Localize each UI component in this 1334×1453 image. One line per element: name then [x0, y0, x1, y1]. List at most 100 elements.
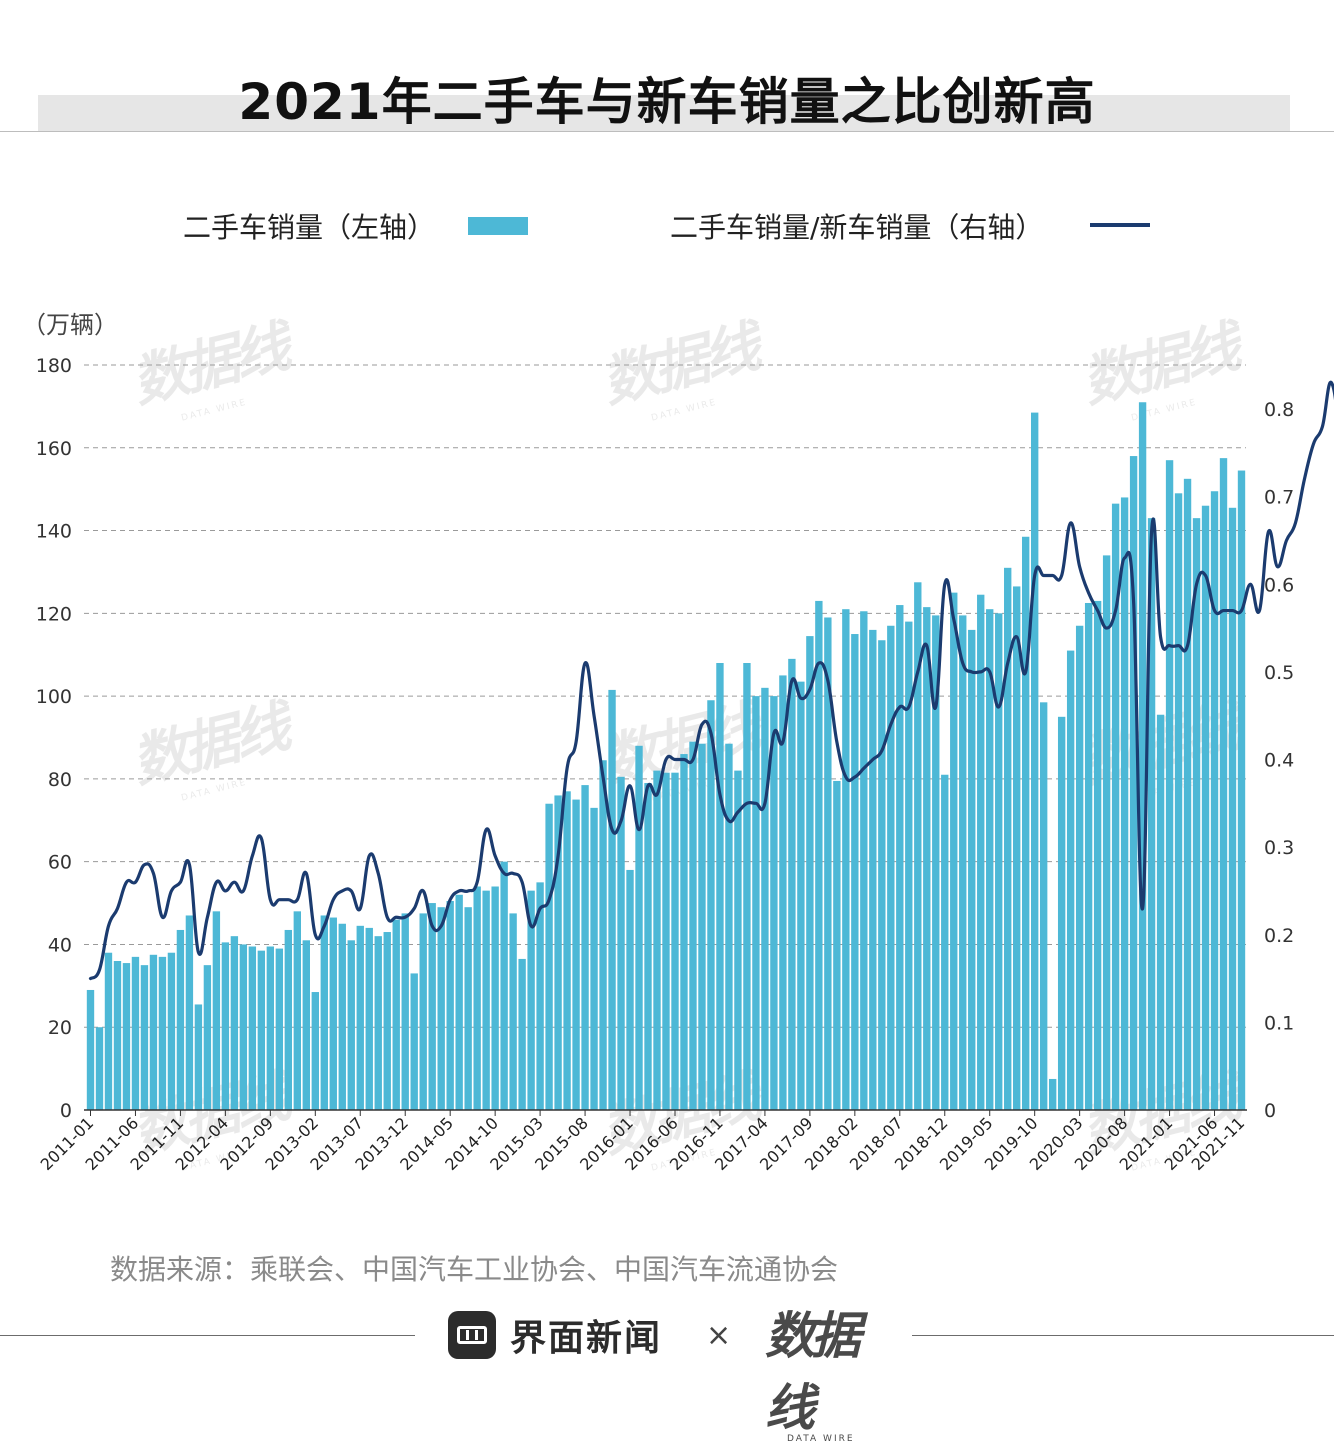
- bar: [113, 961, 122, 1110]
- bar: [428, 903, 436, 1110]
- bar: [221, 942, 230, 1111]
- bar: [833, 780, 841, 1110]
- bar: [914, 582, 922, 1110]
- bar: [743, 663, 751, 1110]
- y-tick-label: 100: [36, 686, 72, 708]
- bar: [338, 923, 346, 1110]
- partner-logo: 数据线 DATA WIRE: [765, 1296, 895, 1444]
- bar: [1228, 507, 1237, 1110]
- y-tick-label: 160: [36, 438, 72, 460]
- bar: [284, 929, 293, 1110]
- title-rule: [0, 131, 1334, 132]
- bar: [356, 925, 364, 1110]
- bar: [185, 915, 194, 1110]
- bar: [662, 772, 670, 1110]
- bar: [617, 776, 625, 1110]
- bar: [176, 929, 185, 1110]
- bar: [1237, 470, 1246, 1110]
- bar: [329, 917, 337, 1110]
- source-note: 数据来源：乘联会、中国汽车工业协会、中国汽车流通协会: [110, 1253, 839, 1286]
- bar: [392, 919, 400, 1110]
- bar: [815, 600, 823, 1110]
- bar: [527, 890, 535, 1110]
- bar: [797, 681, 805, 1111]
- bar: [1093, 600, 1102, 1110]
- bar: [968, 629, 976, 1110]
- y-tick-label: 80: [48, 769, 72, 791]
- bar: [689, 741, 697, 1110]
- bar: [95, 1027, 104, 1110]
- bar: [365, 927, 373, 1110]
- bar: [1048, 1078, 1057, 1110]
- bar: [1183, 478, 1192, 1110]
- bar: [374, 936, 382, 1110]
- bar: [1138, 402, 1147, 1110]
- brand-icon: [448, 1311, 496, 1359]
- bar: [230, 936, 239, 1110]
- bar: [1120, 497, 1129, 1110]
- bar-series: [86, 402, 1246, 1111]
- bar: [977, 594, 985, 1110]
- bar: [941, 774, 949, 1110]
- bar: [599, 760, 607, 1110]
- partner-logo-en: DATA WIRE: [787, 1434, 855, 1444]
- footer-rule-left: [0, 1335, 415, 1336]
- bar: [887, 625, 895, 1110]
- bar: [347, 940, 355, 1110]
- bar: [536, 882, 544, 1110]
- y-tick-label: 0: [60, 1100, 72, 1122]
- y2-tick-label: 0: [1264, 1100, 1276, 1122]
- legend-bar-label: 二手车销量（左轴）: [183, 211, 436, 244]
- ratio-line: [88, 380, 1334, 981]
- bar: [734, 770, 742, 1110]
- bar: [410, 973, 418, 1110]
- bar: [1165, 460, 1174, 1110]
- y-tick-label: 40: [48, 934, 72, 956]
- bar: [500, 861, 508, 1110]
- title-band: [38, 95, 1290, 131]
- bar: [626, 869, 634, 1110]
- bar: [1219, 458, 1228, 1111]
- bar: [779, 675, 787, 1110]
- bar: [986, 609, 994, 1110]
- bar: [644, 783, 652, 1110]
- bar: [923, 607, 931, 1111]
- bar: [1147, 518, 1156, 1110]
- bar: [383, 932, 391, 1110]
- bar: [1111, 503, 1120, 1110]
- bar: [239, 944, 248, 1110]
- bar: [203, 965, 212, 1110]
- bar: [122, 963, 131, 1110]
- y2-tick-label: 0.2: [1264, 925, 1294, 947]
- brand-logo: 界面新闻: [448, 1310, 662, 1360]
- bar: [680, 754, 688, 1110]
- bar: [1129, 456, 1138, 1110]
- bar: [842, 609, 850, 1110]
- bar: [1066, 650, 1075, 1110]
- bar: [140, 965, 149, 1110]
- y-tick-label: 140: [36, 521, 72, 543]
- bar: [248, 946, 257, 1110]
- bar: [302, 940, 310, 1110]
- brand-separator: ×: [706, 1318, 732, 1353]
- bar: [788, 658, 796, 1110]
- bar: [959, 615, 967, 1110]
- bar: [518, 958, 526, 1110]
- bar: [806, 636, 814, 1110]
- bar: [752, 696, 760, 1110]
- bar: [878, 640, 886, 1110]
- page-title: 2021年二手车与新车销量之比创新高: [238, 73, 1096, 131]
- y2-tick-label: 0.6: [1264, 574, 1294, 596]
- axes: [84, 1109, 1247, 1116]
- y2-tick-label: 0.3: [1264, 837, 1294, 859]
- bar: [1022, 536, 1030, 1110]
- bar: [905, 621, 913, 1110]
- bar: [266, 946, 275, 1110]
- bar: [491, 886, 499, 1110]
- bar: [131, 956, 140, 1110]
- bar: [212, 911, 221, 1110]
- bar: [707, 700, 715, 1110]
- bar: [509, 913, 517, 1110]
- bar: [455, 894, 463, 1110]
- y-tick-label: 60: [48, 852, 72, 874]
